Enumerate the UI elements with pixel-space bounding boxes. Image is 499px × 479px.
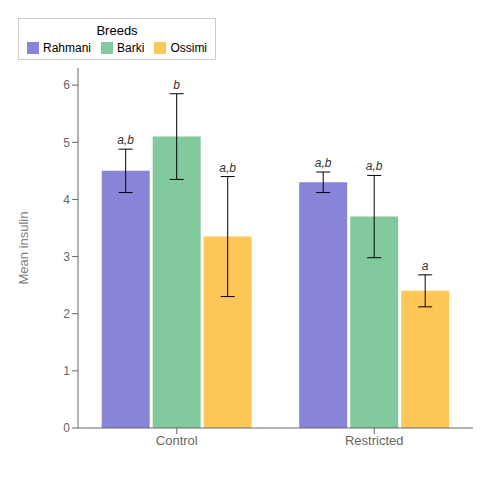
svg-text:Mean insulin: Mean insulin	[16, 212, 31, 285]
svg-text:2: 2	[63, 307, 70, 321]
html-text:Rahmani: Rahmani	[43, 41, 91, 55]
svg-text:5: 5	[63, 136, 70, 150]
svg-text:a: a	[422, 259, 429, 273]
svg-text:0: 0	[63, 421, 70, 435]
svg-text:1: 1	[63, 364, 70, 378]
html-text:Barki: Barki	[117, 41, 145, 55]
svg-text:a,b: a,b	[117, 133, 134, 147]
svg-text:Control: Control	[156, 433, 198, 448]
svg-text:Restricted: Restricted	[345, 433, 404, 448]
svg-text:6: 6	[63, 78, 70, 92]
html-text:Breeds: Breeds	[96, 23, 138, 38]
svg-text:3: 3	[63, 250, 70, 264]
svg-text:a,b: a,b	[366, 159, 383, 173]
svg-text:a,b: a,b	[315, 156, 332, 170]
html-text:Ossimi: Ossimi	[170, 41, 207, 55]
svg-text:b: b	[173, 78, 180, 92]
svg-text:4: 4	[63, 193, 70, 207]
svg-text:a,b: a,b	[219, 161, 236, 175]
